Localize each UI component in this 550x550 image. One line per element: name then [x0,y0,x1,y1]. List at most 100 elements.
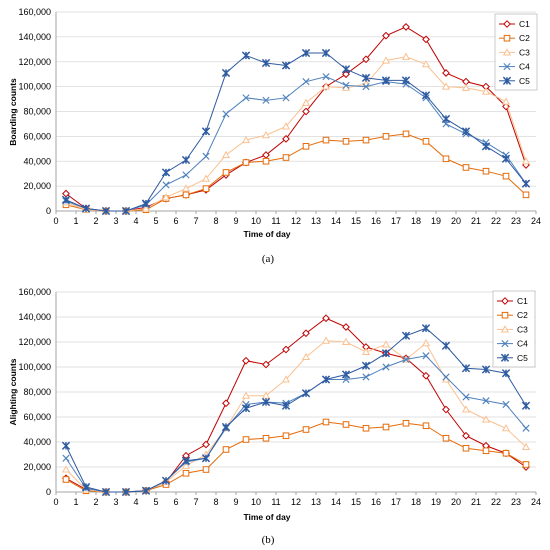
panel-a-x-tick-label: 3 [113,216,118,226]
panel-a-line-c2 [65,133,527,212]
panel-b-point-c2 [282,432,290,440]
panel-a-point-c2 [522,191,530,199]
panel-a-x-tick-label: 14 [331,216,341,226]
panel-a-point-c1 [422,35,430,44]
panel-b-series [61,314,531,497]
panel-b-line-c2 [65,421,527,493]
panel-b-point-c1 [442,405,450,414]
panel-b-point-c5 [501,369,511,378]
panel-a-point-c1 [402,23,410,31]
panel-a-point-c3 [381,56,391,64]
panel-b-point-c1 [342,323,350,331]
panel-b-point-c3 [281,375,291,383]
panel-a-point-c2 [242,159,250,166]
panel-a-point-c2 [502,172,510,180]
panel-b-y-tick-label: 80,000 [23,387,51,397]
panel-b-legend-entry-c2: C2 [497,310,528,320]
panel-b-x-tick-label: 13 [311,497,321,507]
panel-a-y-tick-label: 120,000 [18,57,51,67]
panel-b-point-c3 [461,405,471,413]
panel-b-y-tick-label: 100,000 [18,362,51,372]
panel-b-point-c5 [101,487,111,497]
panel-a-point-c1 [382,31,390,40]
panel-b-legend-marker-c2 [501,311,509,319]
panel-a-x-tick-label: 18 [411,216,421,226]
panel-a-point-c2 [282,154,290,161]
panel-a-point-c3 [281,122,291,130]
panel-a-point-c1 [302,107,310,116]
panel-a-point-c2 [202,185,210,192]
panel-b-point-c2 [382,423,390,431]
panel-a-x-tick-label: 15 [351,216,361,226]
panel-a-x-axis-label: Time of day [243,229,290,239]
panel-b-point-c2 [202,466,210,473]
panel-a-x-tick-label: 11 [271,216,280,226]
panel-a-point-c2 [442,155,450,163]
panel-b-legend-label-c1: C1 [517,296,528,306]
panel-b-x-tick-labels: 0 1 2 3 4 5 6 7 8 9 10 11 12 13 14 15 16 17 18 19 20 21 22 23 24 [53,497,541,507]
panel-a-y-tick-label: 0 [46,206,51,216]
panel-a-point-c3 [301,98,311,106]
panel-b-point-c5 [441,341,451,350]
panel-a-y-tick-label: 40,000 [23,156,51,166]
panel-a-line-c1 [65,26,527,212]
panel-a-x-tick-label: 0 [53,216,58,226]
panel-a-legend-entry-c2: C2 [499,33,530,43]
panel-b-x-tick-label: 9 [233,497,238,507]
panel-b-series-c5 [61,324,531,497]
panel-a-legend-label-c4: C4 [519,62,530,72]
panel-a-point-c4 [162,181,170,189]
panel-a-point-c5 [521,179,531,188]
panel-b-point-c5 [281,401,291,410]
panel-b-legend-entry-c3: C3 [497,324,528,334]
panel-a-point-c4 [182,171,190,179]
panel-a-point-c5 [261,58,271,68]
panel-a-line-c5 [65,52,527,212]
panel-b-x-tick-label: 12 [291,497,301,507]
panel-b-chart: 0 20,000 40,000 60,000 80,000 100,000 120,000 1… [8,287,541,546]
panel-b-point-c2 [402,419,410,427]
panel-a-x-tick-label: 12 [291,216,301,226]
panel-b-point-c4 [442,373,450,381]
panel-a-point-c2 [462,164,470,171]
panel-a-y-tick-label: 160,000 [18,7,51,17]
panel-a-point-c5 [441,114,451,124]
panel-b-point-c5 [181,456,191,465]
panel-a-point-c4 [242,94,250,102]
panel-b-x-tick-label: 14 [331,497,341,507]
panel-a-point-c5 [381,76,391,85]
panel-a-y-tick-label: 20,000 [23,181,51,191]
panel-b-legend-marker-c3 [500,325,510,333]
panel-b-point-c4 [402,355,410,364]
panel-b-y-tick-labels: 0 20,000 40,000 60,000 80,000 100,000 120,000 1… [18,287,51,497]
panel-b-point-c3 [301,352,311,361]
panel-a-point-c5 [101,206,111,216]
panel-b-x-tick-label: 2 [93,497,98,507]
panel-b-legend-marker-c5 [500,353,510,362]
panel-b-legend-label-c4: C4 [517,339,528,349]
panel-b-line-c1 [65,317,527,493]
panel-a-y-tick-label: 100,000 [18,82,51,92]
panel-a-legend-marker-c2 [503,34,511,42]
panel-b-point-c1 [282,345,290,354]
panel-a-x-tick-label: 21 [471,216,481,226]
panel-a-x-tick-label: 5 [153,216,158,226]
panel-a-series-c1 [62,23,530,215]
panel-a-x-tick-label: 10 [251,216,261,226]
panel-a-point-c3 [421,60,431,68]
panel-a-legend-box [494,13,538,91]
panel-b-x-tick-label: 24 [531,497,541,507]
panel-b-point-c1 [202,440,210,449]
panel-a-point-c3 [141,204,151,212]
panel-b-point-c3 [501,424,511,432]
panel-a-point-c2 [302,143,310,150]
panel-b-y-tick-label: 20,000 [23,462,51,472]
panel-a-legend-label-c3: C3 [519,47,530,57]
panel-a-series [61,23,531,216]
panel-a-point-c3 [241,135,251,144]
panel-a-legend-marker-c4 [503,63,511,71]
panel-a-y-tick-label: 140,000 [18,32,51,42]
panel-a-legend-label-c5: C5 [519,76,530,86]
panel-b-legend-label-c5: C5 [517,353,528,363]
panel-b-point-c3 [521,442,531,451]
